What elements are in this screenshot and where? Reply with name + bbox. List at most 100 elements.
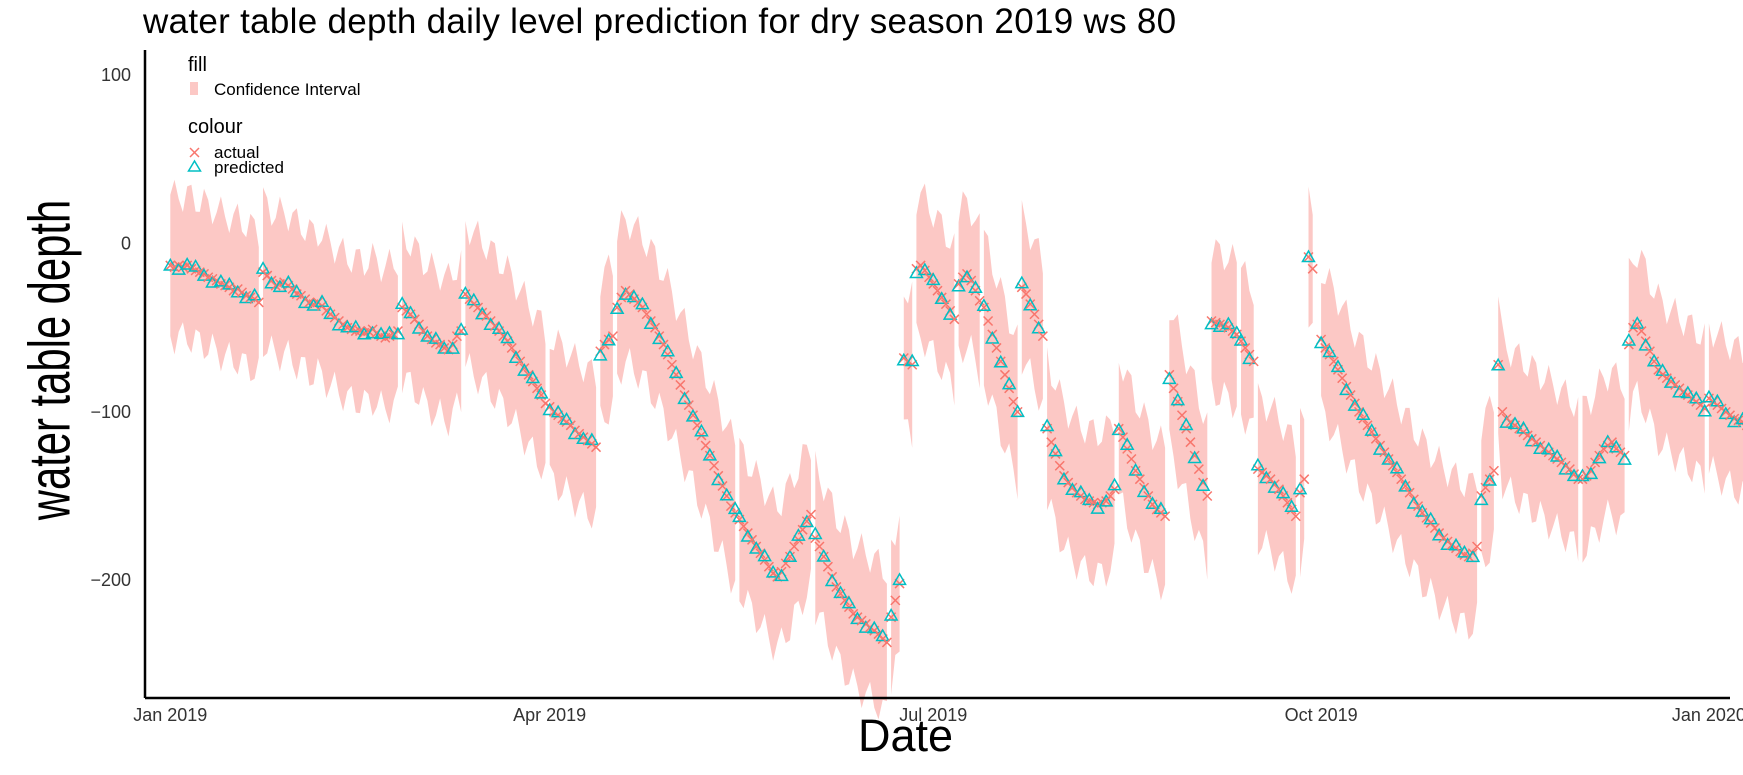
ci-band — [739, 437, 811, 661]
predicted-point — [824, 573, 840, 587]
predicted-point — [1039, 418, 1055, 432]
actual-point-stroke — [354, 326, 366, 337]
actual-point-stroke — [890, 595, 901, 606]
predicted-point — [1688, 390, 1704, 404]
predicted-point — [1267, 480, 1283, 493]
actual-point — [1273, 484, 1284, 495]
predicted-point — [917, 262, 933, 276]
predicted-point — [1313, 335, 1329, 349]
legend-actual-marker — [189, 147, 200, 158]
predicted-point — [281, 274, 296, 288]
predicted-point — [1697, 403, 1712, 417]
legend-ci-swatch — [190, 82, 198, 95]
actual-point-stroke — [709, 460, 720, 471]
predicted-point — [382, 325, 397, 339]
actual-point-stroke — [607, 331, 618, 342]
predicted-point — [1275, 485, 1291, 499]
predicted-point — [1119, 437, 1135, 451]
predicted-point — [1507, 416, 1523, 430]
actual-point-stroke — [1383, 453, 1394, 465]
actual-point-stroke — [1012, 406, 1023, 417]
predicted-point — [255, 261, 271, 274]
actual-point — [751, 541, 762, 552]
actual-point-stroke — [641, 309, 652, 320]
predicted-point — [904, 353, 920, 367]
predicted-point — [222, 276, 237, 290]
predicted-point — [1339, 382, 1354, 396]
actual-point-stroke — [936, 292, 947, 303]
predicted-point — [163, 257, 178, 271]
actual-point-stroke — [789, 541, 800, 552]
actual-point — [801, 516, 812, 527]
legend-fill-title: fill — [188, 54, 207, 76]
predicted-point — [782, 549, 798, 563]
predicted-point — [934, 291, 950, 305]
actual-point-stroke — [746, 534, 758, 545]
actual-point-stroke — [818, 551, 829, 562]
predicted-point — [799, 514, 815, 528]
actual-point — [1046, 437, 1057, 448]
actual-point-stroke — [1282, 497, 1293, 508]
actual-point — [818, 551, 829, 562]
actual-point — [515, 356, 526, 367]
predicted-point — [765, 564, 781, 578]
actual-point-stroke — [738, 521, 749, 532]
actual-point — [1037, 331, 1048, 342]
actual-point — [822, 561, 833, 572]
actual-point — [1282, 497, 1293, 508]
actual-point — [999, 369, 1010, 380]
predicted-point — [247, 287, 262, 301]
predicted-point — [643, 316, 659, 330]
actual-point-stroke — [1362, 420, 1373, 431]
predicted-point — [968, 280, 983, 293]
x-tick-label: Jul 2019 — [899, 705, 967, 725]
axes-layer — [143, 50, 1730, 700]
actual-point — [919, 265, 930, 276]
actual-point — [1130, 465, 1141, 476]
actual-point-stroke — [1240, 342, 1251, 353]
actual-point — [789, 541, 800, 552]
predicted-point — [1242, 351, 1257, 365]
actual-point-stroke — [666, 359, 677, 370]
actual-point — [1349, 398, 1360, 409]
x-tick-label: Jan 2019 — [133, 705, 207, 725]
actual-point — [1126, 453, 1137, 465]
actual-point — [1387, 460, 1398, 471]
actual-point-stroke — [612, 302, 623, 313]
actual-point-stroke — [1337, 373, 1348, 384]
x-tick-label: Jan 2020 — [1672, 705, 1743, 725]
predicted-point — [694, 423, 709, 437]
predicted-point — [660, 343, 676, 357]
actual-point-stroke — [919, 265, 930, 276]
actual-point-stroke — [704, 450, 715, 461]
predicted-point — [340, 319, 355, 333]
predicted-point — [833, 585, 848, 599]
actual-point-stroke — [1063, 477, 1074, 488]
actual-point-stroke — [624, 289, 635, 300]
predicted-point — [1566, 468, 1582, 482]
actual-point-stroke — [1054, 460, 1065, 471]
predicted-point — [748, 540, 764, 554]
predicted-point — [533, 385, 549, 399]
actual-point-stroke — [995, 356, 1006, 367]
predicted-point — [816, 548, 831, 562]
predicted-point — [1073, 484, 1089, 498]
actual-point — [253, 297, 264, 308]
actual-point-stroke — [262, 270, 273, 281]
y-tick-label: −100 — [90, 402, 131, 422]
predicted-point — [609, 301, 625, 314]
predicted-point — [1680, 385, 1696, 399]
y-tick-label: −200 — [90, 570, 131, 590]
predicted-point — [411, 320, 427, 334]
actual-point-stroke — [983, 315, 994, 327]
predicted-point — [850, 611, 865, 625]
actual-point-stroke — [932, 285, 943, 296]
predicted-point — [1048, 443, 1063, 457]
actual-point-stroke — [1396, 474, 1407, 485]
actual-point — [675, 379, 686, 390]
actual-point-stroke — [999, 369, 1010, 380]
actual-point-stroke — [1484, 474, 1495, 485]
predicted-point — [1221, 316, 1236, 330]
actual-point-stroke — [1248, 356, 1259, 367]
actual-point-stroke — [1429, 522, 1440, 534]
